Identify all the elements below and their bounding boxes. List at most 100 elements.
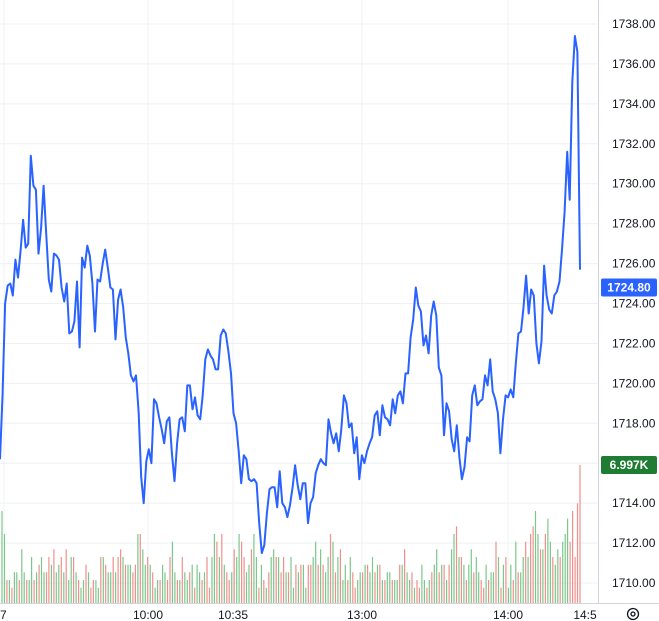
volume-bar: [532, 526, 534, 603]
volume-bar: [283, 557, 285, 603]
volume-bar: [194, 587, 196, 603]
volume-bar: [40, 557, 43, 603]
settings-gear-icon[interactable]: [626, 607, 640, 621]
volume-bar: [154, 587, 156, 603]
volume-bar: [525, 541, 527, 603]
volume-bar: [310, 564, 312, 603]
volume-bar: [82, 580, 85, 603]
volume-bar: [369, 572, 371, 603]
volume-bar: [45, 572, 48, 603]
volume-bar: [431, 572, 433, 603]
volume-bar: [110, 572, 112, 603]
volume-bar: [572, 511, 574, 603]
volume-bar: [443, 564, 445, 603]
volume-bar: [394, 580, 396, 603]
price-axis[interactable]: 1738.00 1736.00 1734.00 1732.00 1730.00 1728.…: [612, 17, 656, 590]
volume-bar: [386, 572, 388, 603]
volume-bar: [115, 572, 117, 603]
volume-bar: [569, 541, 571, 603]
volume-bar: [60, 557, 62, 603]
volume-bar: [97, 587, 99, 603]
volume-bar: [549, 541, 551, 603]
y-tick-label: 1736.00: [612, 57, 656, 71]
time-axis[interactable]: 7 10:00 10:35 13:00 14:00 14:5: [0, 608, 597, 621]
volume-bar: [55, 572, 57, 603]
volume-bar: [245, 572, 248, 603]
volume-bar: [65, 549, 67, 603]
volume-bar: [263, 580, 265, 603]
volume-bar: [300, 564, 302, 603]
volume-bar: [3, 534, 6, 603]
volume-bar: [530, 534, 532, 603]
volume-bar: [260, 564, 262, 603]
volume-bar: [186, 580, 188, 603]
volume-bar: [63, 572, 65, 603]
x-tick-label: 7: [0, 608, 7, 621]
volume-bar: [43, 572, 45, 603]
volume-bar: [534, 511, 537, 603]
volume-bar: [53, 549, 55, 603]
volume-bar: [268, 572, 270, 603]
volume-bar: [120, 549, 122, 603]
volume-bar: [389, 572, 391, 603]
volume-bar: [38, 564, 40, 603]
volume-bar: [169, 557, 171, 603]
volume-bar: [238, 534, 240, 603]
volume-bar: [231, 572, 233, 603]
x-tick-label: 13:00: [347, 608, 377, 621]
volume-bar: [554, 564, 556, 603]
volume-bar: [552, 557, 554, 603]
volume-bar: [132, 572, 134, 603]
y-tick-label: 1726.00: [612, 257, 656, 271]
volume-bar: [181, 557, 183, 603]
volume-bar: [58, 564, 60, 603]
volume-bar: [228, 580, 230, 603]
volume-bar: [453, 534, 455, 603]
y-tick-label: 1738.00: [612, 17, 656, 31]
volume-bar: [329, 534, 332, 603]
volume-bar: [23, 572, 25, 603]
volume-bar: [465, 580, 467, 603]
volume-bar: [332, 541, 334, 603]
volume-bar: [312, 557, 314, 603]
volume-bar: [253, 534, 255, 603]
volume-bar: [159, 580, 161, 603]
volume-bar: [184, 572, 186, 603]
volume-bar: [218, 557, 220, 603]
volume-bar: [73, 557, 75, 603]
volume-bar: [334, 572, 337, 603]
volume-bar: [547, 518, 549, 603]
volume-bar: [539, 549, 542, 603]
volume-bar: [117, 557, 119, 603]
volume-bar: [137, 534, 139, 603]
volume-bar: [406, 572, 408, 603]
volume-bar: [384, 580, 386, 603]
volume-bar: [391, 580, 393, 603]
volume-bar: [376, 564, 379, 603]
volume-bar: [221, 534, 223, 603]
volume-bar: [423, 580, 425, 603]
volume-bar: [280, 572, 282, 603]
volume-bar: [162, 564, 164, 603]
volume-bar: [381, 580, 383, 603]
volume-bar: [357, 580, 359, 603]
volume-bar: [100, 557, 102, 603]
volume-bar: [574, 557, 576, 603]
y-tick-label: 1710.00: [612, 576, 656, 590]
volume-bar: [448, 564, 450, 603]
y-tick-label: 1728.00: [612, 217, 656, 231]
volume-bar: [557, 549, 559, 603]
volume-bar: [349, 557, 351, 603]
volume-bar: [517, 572, 519, 603]
volume-bar: [510, 564, 512, 603]
volume-bar: [315, 541, 317, 603]
volume-bar: [112, 557, 114, 603]
volume-bar: [6, 580, 8, 603]
volume-bar: [441, 564, 443, 603]
volume-bar: [478, 572, 480, 603]
y-tick-label: 1724.00: [612, 297, 656, 311]
volume-bar: [473, 572, 475, 603]
x-tick-label: 10:00: [133, 608, 163, 621]
